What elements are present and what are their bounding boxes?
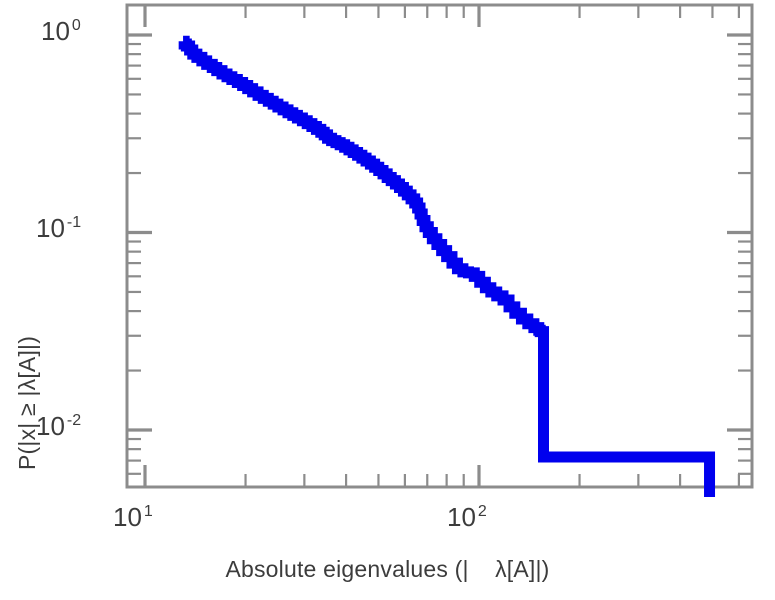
data-series-line	[178, 35, 716, 497]
xtick-label-10-1: 10 1	[113, 502, 153, 532]
y-axis-title: P(|x| ≥ |λ[A]|)	[14, 335, 40, 470]
ytick-label-10-0: 10 0	[41, 16, 81, 46]
axis-ticks	[127, 5, 752, 487]
ytick-label-10-minus-1: 10 -1	[36, 213, 82, 243]
xtick-label-10-2: 10 2	[447, 502, 487, 532]
x-axis-title: Absolute eigenvalues (| λ[A]|)	[225, 556, 550, 582]
plot-frame	[125, 3, 754, 489]
ytick-label-10-minus-2: 10 -2	[36, 411, 82, 441]
